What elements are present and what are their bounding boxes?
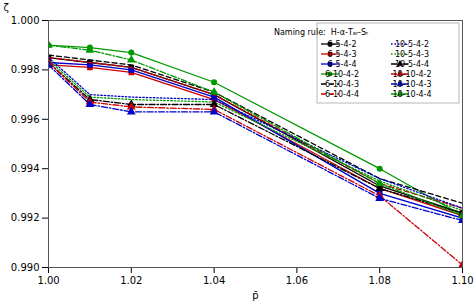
svg-text:6-10-4-4: 6-10-4-4 [325,90,359,99]
svg-text:0.992: 0.992 [11,212,40,223]
svg-text:10-5-4-2: 10-5-4-2 [395,40,429,49]
svg-text:1.10: 1.10 [451,275,473,286]
svg-text:10-10-4-2: 10-10-4-2 [392,70,431,79]
svg-text:ζ: ζ [4,2,9,13]
svg-text:6-5-4-2: 6-5-4-2 [327,40,356,49]
svg-text:1.02: 1.02 [120,275,142,286]
svg-text:0.994: 0.994 [11,163,40,174]
svg-text:10-10-4-3: 10-10-4-3 [392,80,431,89]
svg-text:Naming rule: H-α-Tₐᵣ-Sᵣ: Naming rule: H-α-Tₐᵣ-Sᵣ [274,28,369,37]
svg-text:0.996: 0.996 [11,114,40,125]
svg-text:1.06: 1.06 [286,275,308,286]
svg-text:10-5-4-3: 10-5-4-3 [395,50,429,59]
svg-text:0.998: 0.998 [11,64,40,75]
svg-text:0.990: 0.990 [11,262,40,273]
svg-text:1.04: 1.04 [203,275,225,286]
svg-text:6-5-4-4: 6-5-4-4 [327,60,356,69]
svg-text:6-10-4-3: 6-10-4-3 [325,80,359,89]
svg-text:10-10-4-4: 10-10-4-4 [392,90,431,99]
svg-text:p̄: p̄ [252,290,258,301]
svg-text:6-5-4-3: 6-5-4-3 [327,50,356,59]
svg-text:10-5-4-4: 10-5-4-4 [395,60,429,69]
svg-text:1.000: 1.000 [11,15,40,26]
svg-text:1.08: 1.08 [369,275,391,286]
svg-text:6-10-4-2: 6-10-4-2 [325,70,359,79]
svg-text:1.00: 1.00 [37,275,59,286]
